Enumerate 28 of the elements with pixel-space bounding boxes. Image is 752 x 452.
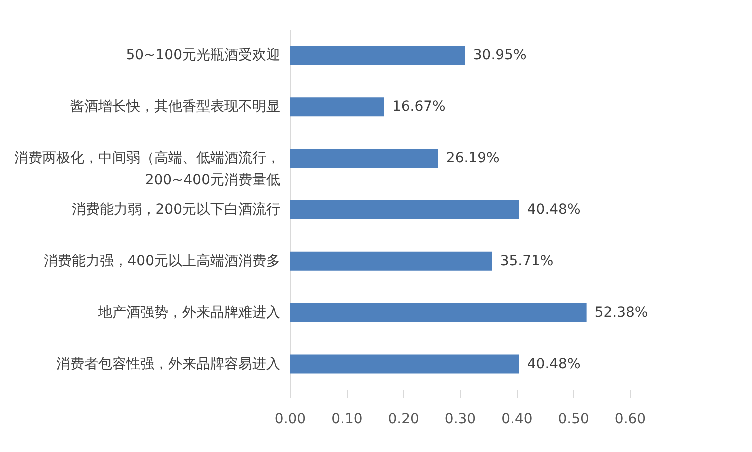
x-tick-label: 0.30: [444, 412, 476, 428]
x-tick-label: 0.60: [614, 412, 646, 428]
data-label: 26.19%: [446, 150, 500, 167]
bar: [290, 303, 587, 322]
bar: [290, 200, 520, 220]
bar: [290, 149, 438, 168]
y-tick-label: 酱酒增长快，其他香型表现不明显: [70, 99, 280, 116]
x-tick-label: 0.00: [274, 412, 306, 428]
x-tick-label: 0.50: [558, 412, 590, 428]
y-tick-label: 消费能力强，400元以上高端酒消费多: [44, 253, 280, 270]
data-label: 40.48%: [527, 356, 581, 372]
data-label: 35.71%: [500, 253, 554, 270]
x-tick-label: 0.20: [388, 412, 420, 428]
y-tick-label: 消费者包容性强，外来品牌容易进入: [56, 356, 280, 372]
data-label: 40.48%: [527, 202, 581, 218]
bar: [290, 98, 384, 117]
y-tick-label: 消费两极化，中间弱（高端、低端酒流行，200~400元消费量低: [14, 150, 280, 189]
data-label: 16.67%: [392, 99, 446, 116]
data-label: 30.95%: [473, 48, 527, 64]
data-label: 52.38%: [594, 304, 648, 321]
y-tick-label: 地产酒强势，外来品牌难进入: [98, 304, 280, 321]
bar: [290, 46, 466, 66]
bar: [290, 354, 520, 374]
bar: [290, 252, 492, 271]
y-tick-label: 50~100元光瓶酒受欢迎: [126, 48, 280, 64]
x-tick-label: 0.40: [502, 412, 533, 428]
x-tick-label: 0.10: [332, 412, 363, 428]
y-tick-label: 消费能力弱，200元以下白酒流行: [72, 202, 280, 218]
